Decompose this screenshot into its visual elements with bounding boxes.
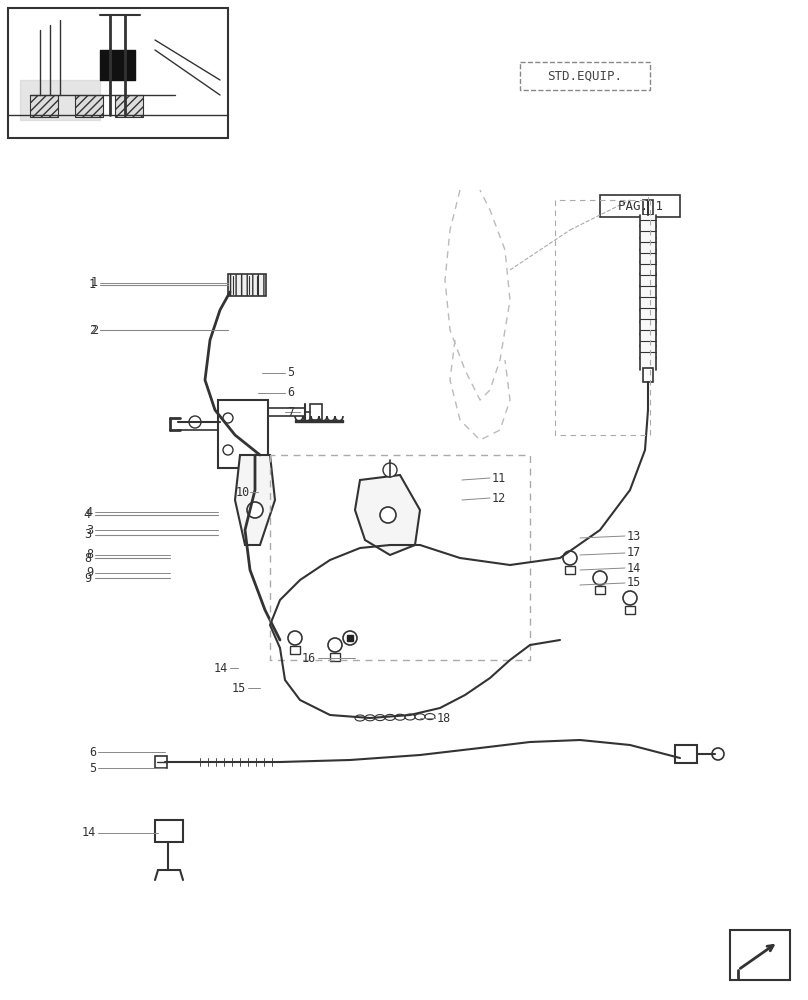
Text: 2: 2 bbox=[90, 324, 98, 336]
Text: 5: 5 bbox=[287, 366, 294, 379]
Text: 10: 10 bbox=[236, 486, 250, 498]
Text: 16: 16 bbox=[301, 652, 316, 664]
Text: 14: 14 bbox=[627, 562, 642, 574]
Text: 1: 1 bbox=[90, 276, 98, 290]
Text: 4: 4 bbox=[86, 506, 93, 518]
Text: 7: 7 bbox=[287, 406, 294, 418]
Bar bbox=[290, 646, 300, 654]
Bar bbox=[115, 95, 143, 117]
Bar bbox=[675, 745, 697, 763]
Circle shape bbox=[223, 445, 233, 455]
Circle shape bbox=[380, 507, 396, 523]
Polygon shape bbox=[355, 475, 420, 555]
Circle shape bbox=[288, 631, 302, 645]
Text: 13: 13 bbox=[627, 530, 642, 542]
Text: 3: 3 bbox=[86, 524, 93, 536]
Text: 6: 6 bbox=[89, 746, 96, 758]
Bar bbox=[218, 400, 268, 468]
Circle shape bbox=[189, 416, 201, 428]
Text: 5: 5 bbox=[89, 762, 96, 774]
Text: 4: 4 bbox=[84, 508, 91, 522]
Text: 17: 17 bbox=[627, 546, 642, 560]
Circle shape bbox=[383, 463, 397, 477]
Bar bbox=[730, 930, 790, 980]
Bar bbox=[643, 200, 653, 215]
Circle shape bbox=[343, 631, 357, 645]
Circle shape bbox=[328, 638, 342, 652]
Bar bbox=[643, 368, 653, 382]
Text: 12: 12 bbox=[492, 491, 507, 504]
Bar bbox=[565, 566, 575, 574]
Text: PAG. 1: PAG. 1 bbox=[617, 200, 663, 213]
Text: 9: 9 bbox=[86, 566, 93, 580]
Text: 3: 3 bbox=[84, 528, 91, 542]
Bar bbox=[595, 586, 605, 594]
Bar bbox=[75, 95, 103, 117]
Polygon shape bbox=[235, 455, 275, 545]
Bar bbox=[640, 215, 656, 370]
Circle shape bbox=[623, 591, 637, 605]
Text: 1: 1 bbox=[89, 278, 96, 292]
Bar bbox=[155, 820, 183, 842]
Bar bbox=[330, 653, 340, 661]
Bar bbox=[30, 95, 58, 117]
Bar bbox=[310, 404, 322, 420]
Text: 8: 8 bbox=[86, 548, 93, 562]
Text: 8: 8 bbox=[84, 552, 91, 564]
Text: STD.EQUIP.: STD.EQUIP. bbox=[548, 70, 622, 83]
Bar bbox=[600, 195, 680, 217]
Text: 2: 2 bbox=[89, 324, 96, 336]
Text: 14: 14 bbox=[82, 826, 96, 840]
Polygon shape bbox=[347, 635, 353, 641]
Text: 11: 11 bbox=[492, 472, 507, 485]
Bar bbox=[155, 756, 167, 768]
Circle shape bbox=[563, 551, 577, 565]
Circle shape bbox=[247, 502, 263, 518]
Text: 15: 15 bbox=[627, 576, 642, 589]
Text: 15: 15 bbox=[232, 682, 246, 694]
Circle shape bbox=[223, 413, 233, 423]
Text: 14: 14 bbox=[214, 662, 228, 674]
Text: 18: 18 bbox=[437, 712, 451, 724]
Bar bbox=[228, 274, 266, 296]
Circle shape bbox=[712, 748, 724, 760]
Text: 6: 6 bbox=[287, 386, 294, 399]
Bar bbox=[8, 8, 228, 138]
Circle shape bbox=[593, 571, 607, 585]
Bar bbox=[625, 606, 635, 614]
Text: 9: 9 bbox=[84, 572, 91, 584]
Bar bbox=[520, 62, 650, 90]
